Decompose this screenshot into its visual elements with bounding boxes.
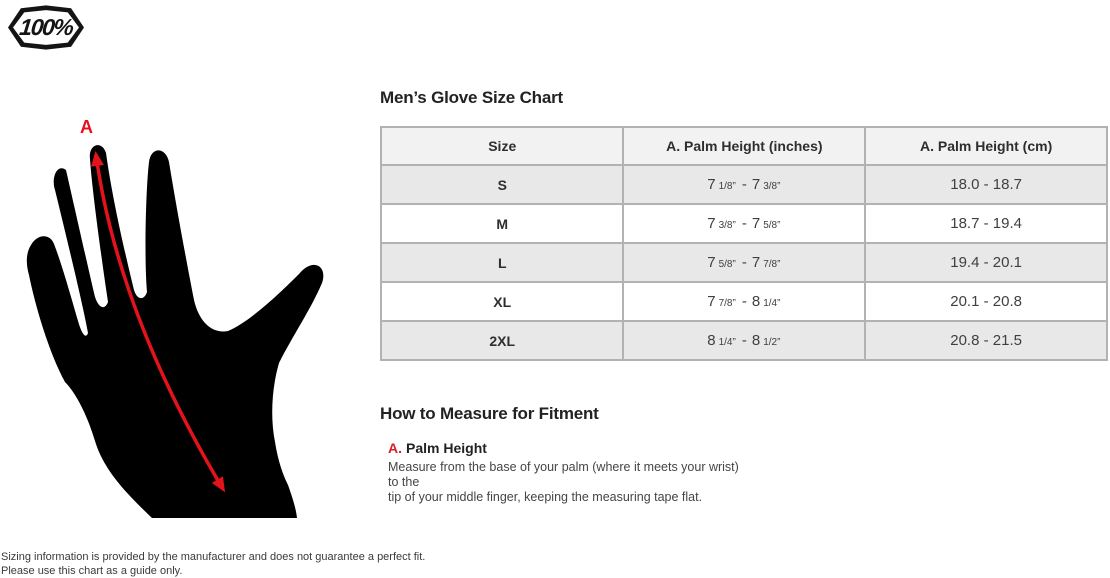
measure-point-a-label: A [80, 117, 93, 137]
logo-text: 100% [18, 13, 74, 40]
table-row: XL 7 7/8” -8 1/4” 20.1 - 20.8 [379, 281, 1108, 322]
inches-min-whole: 7 [707, 215, 716, 232]
table-header-row: Size A. Palm Height (inches) A. Palm Hei… [379, 126, 1108, 166]
inches-max-whole: 7 [751, 254, 761, 271]
inch-mark: ” [777, 337, 782, 348]
measure-description-line1: Measure from the base of your palm (wher… [388, 460, 739, 489]
inches-min-fraction: 7/8 [718, 298, 733, 309]
inch-mark: ” [732, 181, 737, 192]
col-header-size: Size [379, 126, 625, 166]
measure-instruction-a: A. Palm Height Measure from the base of y… [388, 440, 748, 505]
palm-height-inches: 7 5/8” -7 7/8” [622, 242, 867, 283]
how-to-measure-title: How to Measure for Fitment [380, 404, 599, 423]
glove-size-table: Size A. Palm Height (inches) A. Palm Hei… [379, 126, 1108, 361]
size-label: M [379, 203, 625, 244]
measure-description-line2: tip of your middle finger, keeping the m… [388, 490, 703, 504]
hand-silhouette-graphic [26, 145, 324, 519]
palm-height-cm: 20.8 - 21.5 [864, 320, 1108, 361]
palm-height-inches: 7 1/8” -7 3/8” [622, 164, 867, 205]
palm-height-inches: 7 7/8” -8 1/4” [622, 281, 867, 322]
table-row: L 7 5/8” -7 7/8” 19.4 - 20.1 [379, 242, 1108, 283]
disclaimer-line2: Please use this chart as a guide only. [1, 565, 183, 577]
inch-mark: ” [732, 259, 737, 270]
inches-min-whole: 8 [707, 332, 716, 349]
table-row: M 7 3/8” -7 5/8” 18.7 - 19.4 [379, 203, 1108, 244]
inches-max-whole: 7 [751, 176, 761, 193]
disclaimer-line1: Sizing information is provided by the ma… [1, 551, 426, 563]
inch-mark: ” [777, 259, 782, 270]
range-separator: - [741, 293, 747, 310]
inches-min-whole: 7 [707, 293, 716, 310]
inches-min-whole: 7 [707, 176, 716, 193]
table-row: S 7 1/8” -7 3/8” 18.0 - 18.7 [379, 164, 1108, 205]
inches-max-fraction: 3/8 [763, 181, 778, 192]
palm-height-cm: 20.1 - 20.8 [864, 281, 1108, 322]
size-label: XL [379, 281, 625, 322]
inches-max-whole: 8 [751, 332, 761, 349]
size-chart-title: Men’s Glove Size Chart [380, 88, 563, 107]
inch-mark: ” [777, 181, 782, 192]
inches-max-fraction: 7/8 [763, 259, 778, 270]
measure-instruction-heading: A. Palm Height [388, 440, 748, 456]
palm-height-arrow [91, 151, 226, 493]
range-separator: - [741, 176, 747, 193]
brand-logo: 100% [8, 4, 84, 51]
inch-mark: ” [732, 298, 737, 309]
logo-badge-inner [13, 10, 79, 45]
inches-min-fraction: 1/8 [718, 181, 733, 192]
inches-min-fraction: 1/4 [718, 337, 733, 348]
hand-silhouette-path [26, 145, 324, 519]
col-header-palm-inches: A. Palm Height (inches) [622, 126, 867, 166]
inches-max-whole: 7 [751, 215, 761, 232]
size-label: S [379, 164, 625, 205]
palm-height-cm: 19.4 - 20.1 [864, 242, 1108, 283]
palm-height-inches: 8 1/4” -8 1/2” [622, 320, 867, 361]
palm-height-inches: 7 3/8” -7 5/8” [622, 203, 867, 244]
inch-mark: ” [777, 220, 782, 231]
palm-height-cm: 18.7 - 19.4 [864, 203, 1108, 244]
measure-name: Palm Height [406, 440, 487, 456]
range-separator: - [741, 215, 747, 232]
sizing-disclaimer: Sizing information is provided by the ma… [1, 550, 425, 578]
measure-key-a: A. [388, 440, 402, 456]
inches-min-fraction: 3/8 [718, 220, 733, 231]
table-row: 2XL 8 1/4” -8 1/2” 20.8 - 21.5 [379, 320, 1108, 361]
col-header-palm-cm: A. Palm Height (cm) [864, 126, 1108, 166]
inches-max-fraction: 5/8 [763, 220, 778, 231]
inches-min-fraction: 5/8 [718, 259, 733, 270]
palm-height-cm: 18.0 - 18.7 [864, 164, 1108, 205]
inch-mark: ” [732, 337, 737, 348]
inches-min-whole: 7 [707, 254, 716, 271]
inches-max-whole: 8 [751, 293, 761, 310]
inches-max-fraction: 1/2 [763, 337, 778, 348]
inch-mark: ” [777, 298, 782, 309]
inch-mark: ” [732, 220, 737, 231]
inches-max-fraction: 1/4 [763, 298, 778, 309]
size-label: L [379, 242, 625, 283]
range-separator: - [741, 254, 747, 271]
hand-illustration: A [0, 85, 360, 535]
size-label: 2XL [379, 320, 625, 361]
range-separator: - [741, 332, 747, 349]
measure-description: Measure from the base of your palm (wher… [388, 460, 748, 505]
